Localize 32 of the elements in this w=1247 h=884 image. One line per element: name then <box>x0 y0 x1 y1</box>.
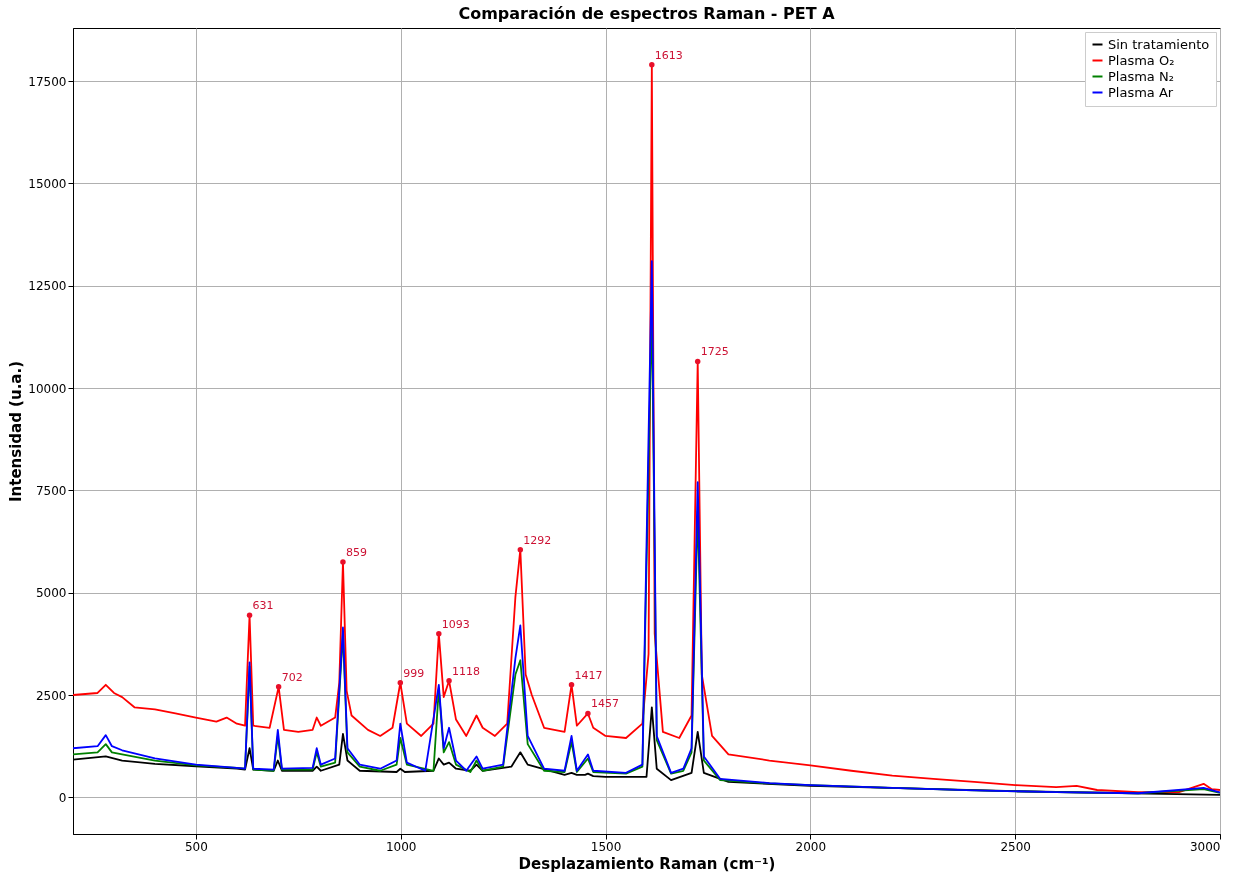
annotation: 1725 <box>700 345 729 359</box>
annotation: 1292 <box>523 533 552 547</box>
annotation: 1613 <box>654 48 683 62</box>
y-tick-label: 0 <box>58 790 67 805</box>
annotation: 859 <box>345 545 367 559</box>
x-axis-title: Desplazamiento Raman (cm⁻¹) <box>518 854 776 873</box>
y-tick-label: 7500 <box>35 483 67 498</box>
annotation: 999 <box>403 666 425 680</box>
x-tick-label: 1000 <box>385 839 417 854</box>
legend-label: Plasma N₂ <box>1108 68 1174 84</box>
legend-label: Plasma Ar <box>1108 84 1174 100</box>
x-tick-label: 3000 <box>1189 839 1221 854</box>
annotation: 1417 <box>574 668 603 682</box>
x-tick-label: 1500 <box>590 839 622 854</box>
x-tick-label: 2500 <box>1000 839 1031 854</box>
y-tick-label: 17500 <box>28 74 67 89</box>
annotation: 1093 <box>441 617 470 631</box>
x-tick-label: 2000 <box>795 839 827 854</box>
y-tick-label: 12500 <box>28 279 67 294</box>
annotation: 1457 <box>590 697 619 711</box>
legend-label: Sin tratamiento <box>1108 36 1210 52</box>
annotation: 702 <box>281 670 303 684</box>
legend-label: Plasma O₂ <box>1108 52 1175 68</box>
y-tick-label: 15000 <box>28 176 67 191</box>
x-tick-label: 500 <box>184 839 208 854</box>
y-tick-label: 2500 <box>35 688 67 703</box>
y-tick-label: 5000 <box>35 586 67 601</box>
y-tick-label: 10000 <box>28 381 67 396</box>
chart-title: Comparación de espectros Raman - PET A <box>458 4 836 23</box>
y-axis-title: Intensidad (u.a.) <box>7 360 26 503</box>
annotation: 631 <box>252 599 274 613</box>
annotation: 1118 <box>452 664 481 678</box>
